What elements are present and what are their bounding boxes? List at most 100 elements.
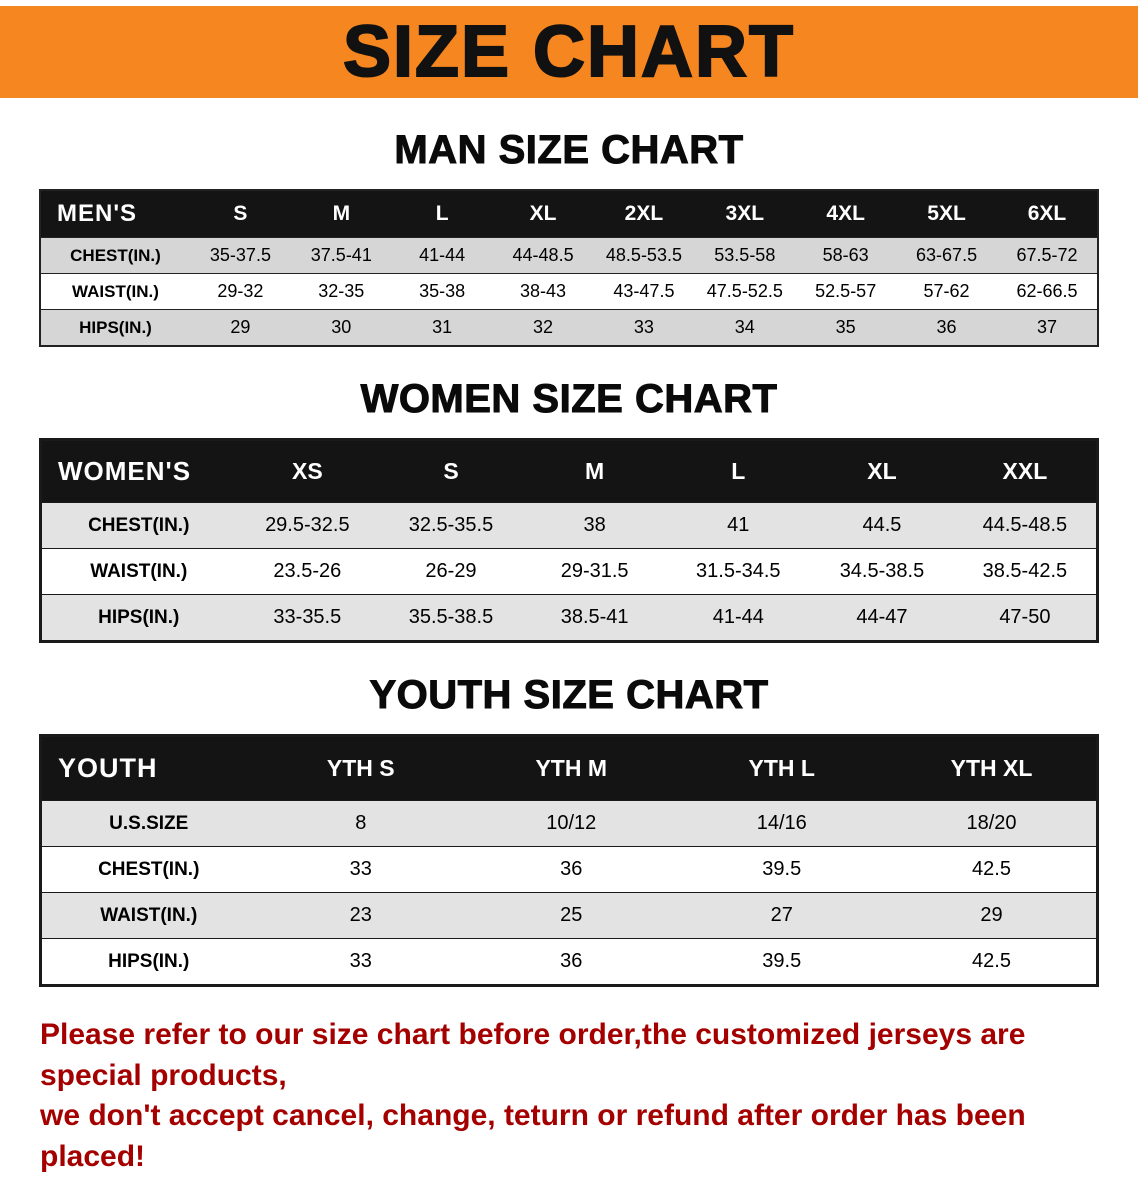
- size-value-cell: 62-66.5: [997, 273, 1098, 310]
- row-label: CHEST(IN.): [40, 502, 236, 549]
- size-header-cell: S: [190, 190, 291, 238]
- youth-waist-row: WAIST(IN.) 23 25 27 29: [40, 892, 1098, 939]
- youth-chest-row: CHEST(IN.) 33 36 39.5 42.5: [40, 846, 1098, 893]
- banner-title: SIZE CHART: [342, 11, 795, 93]
- women-hips-row: HIPS(IN.) 33-35.5 35.5-38.5 38.5-41 41-4…: [40, 594, 1098, 642]
- size-value-cell: 38: [522, 502, 667, 549]
- size-value-cell: 30: [290, 309, 392, 346]
- men-chest-row: CHEST(IN.) 35-37.5 37.5-41 41-44 44-48.5…: [40, 237, 1098, 274]
- size-value-cell: 52.5-57: [795, 273, 897, 310]
- size-header-cell: YTH XL: [887, 735, 1098, 801]
- women-chest-row: CHEST(IN.) 29.5-32.5 32.5-35.5 38 41 44.…: [40, 502, 1098, 549]
- youth-chart-heading: YOUTH SIZE CHART: [369, 673, 769, 718]
- size-header-cell: 6XL: [997, 190, 1098, 238]
- size-header-cell: 5XL: [896, 190, 997, 238]
- size-value-cell: 38.5-41: [522, 594, 667, 642]
- youth-ussize-row: U.S.SIZE 8 10/12 14/16 18/20: [40, 800, 1098, 847]
- size-value-cell: 29.5-32.5: [235, 502, 380, 549]
- size-value-cell: 29-31.5: [522, 548, 667, 595]
- men-section: MAN SIZE CHART MEN'S S M L XL 2XL 3XL 4X…: [0, 128, 1138, 347]
- row-label: WAIST(IN.): [40, 892, 256, 939]
- size-value-cell: 67.5-72: [997, 237, 1098, 274]
- size-value-cell: 25: [466, 892, 677, 939]
- size-value-cell: 39.5: [676, 938, 887, 986]
- size-value-cell: 38.5-42.5: [953, 548, 1098, 595]
- size-value-cell: 42.5: [887, 938, 1098, 986]
- men-group-label: MEN'S: [40, 190, 190, 238]
- youth-hips-row: HIPS(IN.) 33 36 39.5 42.5: [40, 938, 1098, 986]
- size-header-cell: XS: [235, 439, 380, 503]
- men-header-row: MEN'S S M L XL 2XL 3XL 4XL 5XL 6XL: [40, 190, 1098, 238]
- size-header-cell: L: [666, 439, 811, 503]
- size-value-cell: 44-47: [810, 594, 954, 642]
- size-value-cell: 32.5-35.5: [379, 502, 523, 549]
- size-header-cell: YTH M: [466, 735, 677, 801]
- size-value-cell: 53.5-58: [694, 237, 796, 274]
- notice-line-1: Please refer to our size chart before or…: [40, 1018, 1026, 1092]
- men-chart-heading: MAN SIZE CHART: [394, 128, 744, 173]
- size-value-cell: 8: [255, 800, 466, 847]
- size-value-cell: 35-38: [391, 273, 493, 310]
- size-header-cell: L: [391, 190, 493, 238]
- row-label: CHEST(IN.): [40, 846, 256, 893]
- row-label: U.S.SIZE: [40, 800, 256, 847]
- size-value-cell: 37: [997, 309, 1098, 346]
- size-header-cell: YTH S: [255, 735, 466, 801]
- size-header-cell: XL: [492, 190, 594, 238]
- size-value-cell: 23: [255, 892, 466, 939]
- size-value-cell: 23.5-26: [235, 548, 380, 595]
- men-size-table: MEN'S S M L XL 2XL 3XL 4XL 5XL 6XL CHEST…: [39, 189, 1099, 347]
- size-value-cell: 34: [694, 309, 796, 346]
- size-value-cell: 39.5: [676, 846, 887, 893]
- size-value-cell: 33-35.5: [235, 594, 380, 642]
- size-value-cell: 18/20: [887, 800, 1098, 847]
- size-value-cell: 29-32: [190, 273, 291, 310]
- size-header-cell: 2XL: [593, 190, 695, 238]
- size-chart-banner: SIZE CHART: [0, 6, 1138, 98]
- size-value-cell: 35.5-38.5: [379, 594, 523, 642]
- size-value-cell: 47-50: [953, 594, 1098, 642]
- size-value-cell: 33: [593, 309, 695, 346]
- size-value-cell: 33: [255, 938, 466, 986]
- size-value-cell: 33: [255, 846, 466, 893]
- size-value-cell: 36: [466, 846, 677, 893]
- size-header-cell: XL: [810, 439, 954, 503]
- size-value-cell: 37.5-41: [290, 237, 392, 274]
- women-section: WOMEN SIZE CHART WOMEN'S XS S M L XL XXL…: [0, 377, 1138, 643]
- row-label: CHEST(IN.): [40, 237, 190, 274]
- size-value-cell: 35: [795, 309, 897, 346]
- size-value-cell: 26-29: [379, 548, 523, 595]
- size-value-cell: 10/12: [466, 800, 677, 847]
- size-value-cell: 44-48.5: [492, 237, 594, 274]
- size-value-cell: 38-43: [492, 273, 594, 310]
- size-value-cell: 41-44: [666, 594, 811, 642]
- order-notice: Please refer to our size chart before or…: [40, 1015, 1098, 1177]
- size-value-cell: 47.5-52.5: [694, 273, 796, 310]
- size-header-cell: M: [522, 439, 667, 503]
- size-value-cell: 36: [896, 309, 997, 346]
- size-header-cell: M: [290, 190, 392, 238]
- size-header-cell: 3XL: [694, 190, 796, 238]
- size-value-cell: 36: [466, 938, 677, 986]
- size-value-cell: 31: [391, 309, 493, 346]
- row-label: WAIST(IN.): [40, 548, 236, 595]
- row-label: WAIST(IN.): [40, 273, 190, 310]
- size-value-cell: 44.5: [810, 502, 954, 549]
- size-value-cell: 41: [666, 502, 811, 549]
- row-label: HIPS(IN.): [40, 938, 256, 986]
- size-header-cell: 4XL: [795, 190, 897, 238]
- women-size-table: WOMEN'S XS S M L XL XXL CHEST(IN.) 29.5-…: [39, 438, 1099, 643]
- size-value-cell: 14/16: [676, 800, 887, 847]
- size-value-cell: 42.5: [887, 846, 1098, 893]
- size-value-cell: 32: [492, 309, 594, 346]
- size-header-cell: YTH L: [676, 735, 887, 801]
- size-value-cell: 29: [190, 309, 291, 346]
- size-value-cell: 35-37.5: [190, 237, 291, 274]
- size-value-cell: 32-35: [290, 273, 392, 310]
- men-waist-row: WAIST(IN.) 29-32 32-35 35-38 38-43 43-47…: [40, 273, 1098, 310]
- row-label: HIPS(IN.): [40, 594, 236, 642]
- row-label: HIPS(IN.): [40, 309, 190, 346]
- size-value-cell: 48.5-53.5: [593, 237, 695, 274]
- size-value-cell: 58-63: [795, 237, 897, 274]
- men-hips-row: HIPS(IN.) 29 30 31 32 33 34 35 36 37: [40, 309, 1098, 346]
